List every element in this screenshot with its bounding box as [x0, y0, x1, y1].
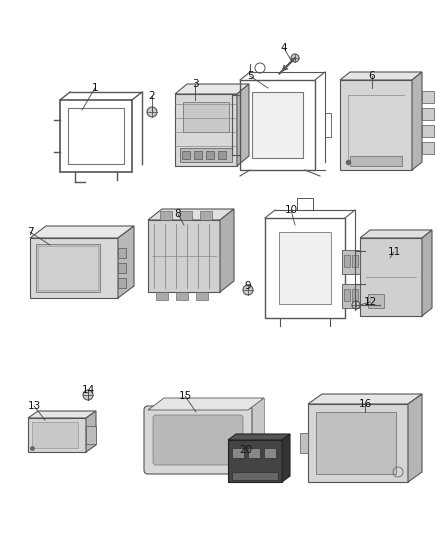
Bar	[30, 238, 118, 298]
Bar	[422, 91, 434, 103]
Polygon shape	[220, 209, 234, 292]
Text: 15: 15	[178, 391, 192, 401]
Bar	[38, 246, 98, 290]
Bar	[248, 448, 260, 458]
Bar	[148, 220, 220, 292]
Bar	[180, 148, 232, 162]
Circle shape	[147, 107, 157, 117]
Bar	[183, 102, 229, 132]
Bar	[182, 151, 190, 159]
Bar	[232, 472, 278, 480]
Circle shape	[83, 390, 93, 400]
Bar	[297, 198, 313, 210]
Text: 3: 3	[192, 79, 198, 89]
FancyBboxPatch shape	[153, 415, 243, 465]
Bar	[36, 244, 100, 292]
Text: 9: 9	[245, 281, 251, 291]
Bar	[422, 108, 434, 120]
Bar	[86, 426, 96, 444]
Bar	[252, 92, 303, 158]
Bar	[196, 292, 208, 300]
Bar	[218, 151, 226, 159]
Bar	[422, 142, 434, 154]
Bar	[279, 232, 331, 304]
Polygon shape	[360, 230, 432, 238]
Polygon shape	[228, 434, 290, 440]
Bar	[118, 263, 126, 273]
Polygon shape	[164, 398, 264, 458]
Bar	[232, 448, 244, 458]
Bar	[265, 218, 345, 318]
Bar	[352, 255, 358, 267]
Circle shape	[291, 54, 299, 62]
Text: 16: 16	[358, 399, 371, 409]
Bar	[344, 255, 350, 267]
Polygon shape	[308, 394, 422, 404]
Polygon shape	[148, 398, 264, 410]
Bar	[228, 440, 282, 482]
Bar	[316, 412, 396, 474]
Text: 13: 13	[27, 401, 41, 411]
Bar	[308, 404, 408, 482]
Bar	[175, 94, 237, 166]
Text: 10: 10	[284, 205, 297, 215]
Bar	[206, 151, 214, 159]
Bar	[300, 433, 308, 453]
Bar	[264, 448, 276, 458]
Polygon shape	[422, 230, 432, 316]
Bar	[60, 100, 132, 172]
Polygon shape	[148, 209, 234, 220]
Polygon shape	[30, 226, 134, 238]
Polygon shape	[28, 411, 96, 418]
Bar	[352, 289, 358, 301]
Bar	[32, 422, 78, 448]
Bar	[160, 211, 172, 220]
Bar	[344, 289, 350, 301]
Bar	[68, 108, 124, 164]
Bar	[360, 238, 422, 316]
FancyBboxPatch shape	[144, 406, 252, 474]
Bar	[340, 80, 412, 170]
Polygon shape	[237, 84, 249, 166]
Polygon shape	[340, 72, 422, 80]
Bar	[28, 418, 86, 452]
Polygon shape	[408, 394, 422, 482]
Text: 20: 20	[240, 445, 253, 455]
Bar	[180, 211, 192, 220]
Bar	[325, 113, 331, 137]
Polygon shape	[86, 411, 96, 452]
Bar	[422, 125, 434, 137]
Text: 2: 2	[148, 91, 155, 101]
Text: 4: 4	[281, 43, 287, 53]
Text: 11: 11	[387, 247, 401, 257]
Text: 8: 8	[175, 209, 181, 219]
Text: 14: 14	[81, 385, 95, 395]
Text: 6: 6	[369, 71, 375, 81]
Bar	[342, 284, 360, 308]
Bar	[350, 156, 402, 166]
Text: 7: 7	[27, 227, 33, 237]
Polygon shape	[412, 72, 422, 170]
Bar	[118, 248, 126, 258]
Circle shape	[352, 301, 360, 309]
Polygon shape	[118, 226, 134, 298]
Bar	[176, 292, 188, 300]
Bar	[118, 278, 126, 288]
Bar	[194, 151, 202, 159]
Text: 1: 1	[92, 83, 98, 93]
Circle shape	[243, 285, 253, 295]
Bar	[240, 80, 315, 170]
Bar	[368, 294, 384, 308]
Text: 12: 12	[364, 297, 377, 307]
Bar	[342, 250, 360, 274]
Polygon shape	[282, 434, 290, 482]
Polygon shape	[175, 84, 249, 94]
Bar	[156, 292, 168, 300]
Bar	[200, 211, 212, 220]
Text: 5: 5	[247, 71, 253, 81]
